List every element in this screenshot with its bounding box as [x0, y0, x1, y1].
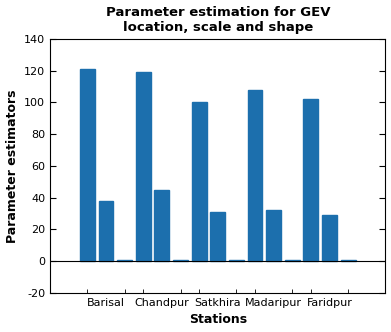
Bar [248, 90, 262, 261]
Bar [99, 201, 113, 261]
Bar [266, 210, 281, 261]
Bar [154, 190, 169, 261]
Y-axis label: Parameter estimators: Parameter estimators [5, 89, 18, 243]
Bar [303, 99, 318, 261]
Bar [322, 215, 337, 261]
X-axis label: Stations: Stations [189, 313, 247, 326]
Bar [136, 72, 151, 261]
Title: Parameter estimation for GEV
location, scale and shape: Parameter estimation for GEV location, s… [106, 6, 330, 34]
Bar [210, 212, 225, 261]
Bar [80, 69, 95, 261]
Bar [192, 103, 206, 261]
